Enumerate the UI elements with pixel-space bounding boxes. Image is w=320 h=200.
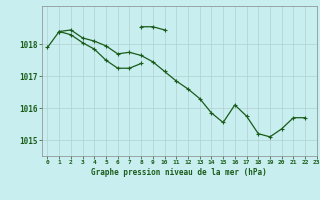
X-axis label: Graphe pression niveau de la mer (hPa): Graphe pression niveau de la mer (hPa): [91, 168, 267, 177]
